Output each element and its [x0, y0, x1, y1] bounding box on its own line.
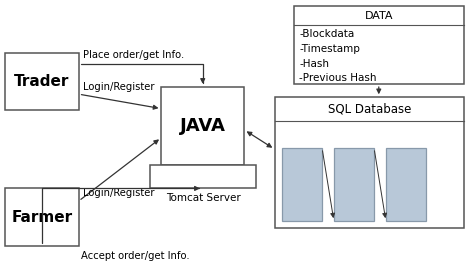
Text: Trader: Trader — [14, 74, 70, 89]
Text: -Blockdata: -Blockdata — [300, 29, 355, 39]
Text: Login/Register: Login/Register — [83, 82, 155, 92]
Text: SQL Database: SQL Database — [328, 102, 411, 115]
Bar — [5, 53, 79, 110]
Text: DATA: DATA — [365, 11, 393, 21]
Bar — [334, 148, 374, 221]
Text: Accept order/get Info.: Accept order/get Info. — [81, 251, 190, 261]
Text: Login/Register: Login/Register — [83, 188, 155, 199]
Text: -Previous Hash: -Previous Hash — [300, 73, 377, 83]
Bar — [294, 6, 464, 84]
Text: -Hash: -Hash — [300, 59, 329, 69]
Bar — [282, 148, 322, 221]
Bar — [386, 148, 426, 221]
Text: -Timestamp: -Timestamp — [300, 44, 360, 54]
Text: JAVA: JAVA — [180, 117, 226, 135]
Text: Tomcat Server: Tomcat Server — [165, 192, 240, 202]
Text: Place order/get Info.: Place order/get Info. — [83, 50, 185, 60]
Text: Farmer: Farmer — [11, 210, 73, 225]
Bar — [150, 165, 256, 188]
Bar — [161, 87, 244, 165]
Bar — [275, 97, 464, 228]
Bar — [5, 188, 79, 246]
